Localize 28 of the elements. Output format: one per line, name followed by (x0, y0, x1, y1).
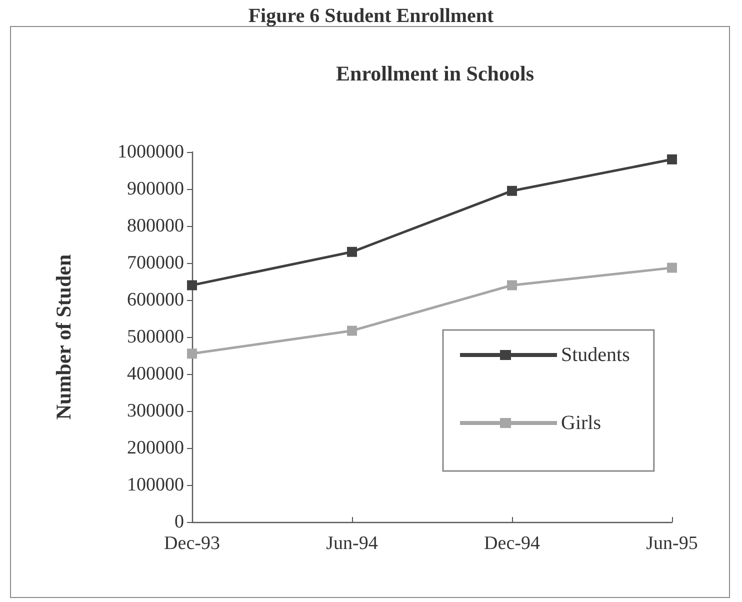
point (187, 280, 197, 290)
legend-label: Girls (561, 412, 602, 434)
y-tick-label: 800000 (127, 216, 184, 236)
x-tick-label: Jun-95 (646, 533, 698, 554)
point (507, 280, 517, 290)
point (507, 186, 517, 196)
caption: Figure 6 Student Enrollment (248, 5, 494, 27)
y-tick-label: 500000 (127, 326, 184, 348)
point (667, 154, 677, 164)
y-tick-label: 700000 (127, 252, 184, 274)
y-tick-label: 400000 (127, 364, 184, 384)
point (667, 262, 677, 273)
y-tick-label: 0 (174, 512, 184, 532)
point (187, 348, 197, 359)
x-tick-label: Dec-94 (484, 533, 540, 554)
y-tick-label: 300000 (127, 400, 184, 422)
x-tick-label: Jun-94 (326, 533, 378, 554)
y-tick-label: 1000000 (118, 142, 184, 162)
point (347, 326, 357, 336)
y-axis-title: Number of Studen (52, 254, 76, 420)
y-tick-label: 600000 (127, 290, 184, 310)
x-tick-label: Dec-93 (164, 533, 220, 554)
legend-label: Students (561, 344, 630, 366)
y-tick-label: 100000 (127, 474, 184, 496)
y-tick-label: 900000 (127, 178, 184, 200)
y-tick-label: 200000 (127, 438, 184, 458)
chart-title: Enrollment in Schools (336, 62, 534, 86)
point (347, 246, 357, 257)
